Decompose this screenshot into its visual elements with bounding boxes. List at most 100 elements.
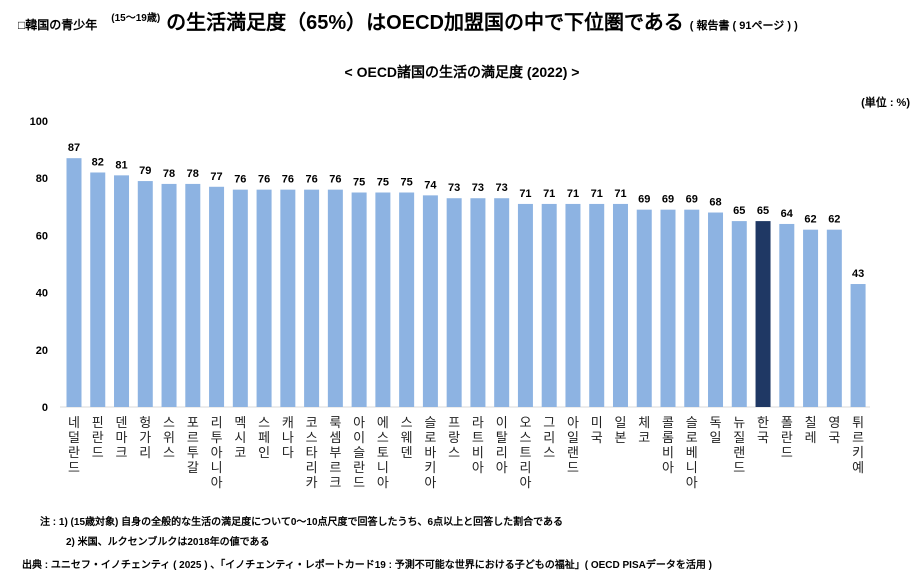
x-tick-label-char: 덴 bbox=[116, 416, 128, 431]
chart-title: < OECD諸国の生活の満足度 (2022) > bbox=[344, 64, 580, 80]
bar bbox=[327, 189, 343, 407]
x-tick-label-char: 투 bbox=[211, 431, 223, 446]
bar bbox=[708, 212, 724, 407]
data-label: 62 bbox=[804, 214, 816, 226]
x-tick-label-char: 트 bbox=[472, 431, 484, 446]
x-tick-label-char: 국 bbox=[757, 431, 769, 446]
data-label: 65 bbox=[733, 205, 745, 217]
data-label: 74 bbox=[424, 179, 437, 191]
x-tick-label-char: 레 bbox=[805, 431, 817, 446]
data-label: 69 bbox=[686, 194, 698, 206]
x-tick-label-char: 스 bbox=[448, 446, 460, 461]
bar bbox=[731, 221, 747, 407]
bar bbox=[494, 198, 510, 407]
x-tick-label-char: 에 bbox=[377, 416, 389, 431]
x-tick-label-char: 비 bbox=[472, 446, 484, 461]
bar bbox=[446, 198, 462, 407]
x-tick-label-char: 스 bbox=[306, 431, 318, 446]
x-tick-label-char: 아 bbox=[496, 461, 508, 476]
x-tick-label-char: 랑 bbox=[448, 431, 460, 446]
x-tick-label-char: 룩 bbox=[329, 416, 341, 431]
x-tick-label-char: 아 bbox=[377, 476, 389, 491]
x-tick-label-char: 일 bbox=[614, 416, 626, 431]
data-label: 62 bbox=[828, 214, 840, 226]
x-tick-label-char: 아 bbox=[662, 461, 674, 476]
bar bbox=[755, 221, 771, 407]
bar bbox=[470, 198, 486, 407]
data-label: 69 bbox=[638, 194, 650, 206]
x-tick-label-char: 국 bbox=[591, 431, 603, 446]
data-label: 71 bbox=[543, 188, 555, 200]
x-tick-label-char: 스 bbox=[163, 416, 175, 431]
x-tick-label-char: 카 bbox=[306, 476, 318, 491]
x-tick-label-char: 미 bbox=[591, 416, 603, 431]
x-tick-label-char: 니 bbox=[211, 461, 223, 476]
x-tick-label-char: 르 bbox=[187, 431, 199, 446]
data-label: 65 bbox=[757, 205, 769, 217]
x-tick-label-char: 이 bbox=[353, 431, 365, 446]
x-tick-label-char: 인 bbox=[258, 446, 270, 461]
x-tick-label-char: 아 bbox=[567, 416, 579, 431]
x-tick-label-char: 탈 bbox=[496, 431, 508, 446]
data-label: 64 bbox=[781, 208, 794, 220]
x-tick-label-char: 폴 bbox=[781, 416, 793, 431]
bar bbox=[137, 181, 153, 407]
x-tick-label-char: 일 bbox=[710, 431, 722, 446]
bar bbox=[541, 203, 557, 407]
x-tick-label-char: 스 bbox=[377, 431, 389, 446]
data-label: 69 bbox=[662, 194, 674, 206]
x-tick-label-char: 롬 bbox=[662, 431, 674, 446]
x-tick-label-char: 예 bbox=[852, 461, 864, 476]
x-tick-label-char: 멕 bbox=[234, 416, 246, 431]
data-label: 75 bbox=[401, 177, 413, 189]
bar bbox=[232, 189, 248, 407]
x-tick-label-char: 덴 bbox=[401, 446, 413, 461]
x-tick-label-char: 베 bbox=[686, 446, 698, 461]
unit-label: (単位 : %) bbox=[861, 97, 910, 109]
x-tick-label-char: 드 bbox=[567, 461, 579, 476]
bar bbox=[399, 192, 415, 407]
x-tick-label-char: 웨 bbox=[401, 431, 413, 446]
y-tick-label: 100 bbox=[30, 116, 48, 128]
data-label: 73 bbox=[472, 182, 484, 194]
x-tick-label-char: 로 bbox=[686, 431, 698, 446]
x-tick-label-char: 시 bbox=[234, 431, 246, 446]
data-label: 79 bbox=[139, 165, 151, 177]
x-tick-label-char: 토 bbox=[377, 446, 389, 461]
x-tick-label-char: 칠 bbox=[805, 416, 817, 431]
x-tick-label-char: 나 bbox=[282, 431, 294, 446]
x-tick-label-char: 독 bbox=[710, 416, 722, 431]
x-tick-label-char: 페 bbox=[258, 431, 270, 446]
y-tick-label: 60 bbox=[36, 230, 48, 242]
y-tick-label: 80 bbox=[36, 173, 48, 185]
x-tick-label-char: 드 bbox=[92, 446, 104, 461]
x-tick-label-char: 코 bbox=[234, 446, 246, 461]
x-tick-label-char: 프 bbox=[448, 416, 460, 431]
data-label: 76 bbox=[329, 174, 341, 186]
x-tick-label-char: 리 bbox=[496, 446, 508, 461]
data-label: 73 bbox=[496, 182, 508, 194]
x-tick-label-char: 바 bbox=[424, 446, 436, 461]
x-tick-label-char: 콜 bbox=[662, 416, 674, 431]
x-tick-label-char: 다 bbox=[282, 446, 294, 461]
x-tick-label-char: 키 bbox=[424, 461, 436, 476]
x-tick-label-char: 캐 bbox=[282, 416, 294, 431]
x-tick-label-char: 아 bbox=[424, 476, 436, 491]
x-tick-label-char: 그 bbox=[543, 416, 555, 431]
x-tick-label-char: 부 bbox=[329, 446, 341, 461]
bar bbox=[256, 189, 272, 407]
x-tick-label-char: 크 bbox=[329, 476, 341, 491]
header-reference: ( 報告書 ( 91ページ ) ) bbox=[689, 20, 798, 32]
x-tick-label-char: 코 bbox=[306, 416, 318, 431]
data-label: 71 bbox=[519, 188, 531, 200]
data-label: 75 bbox=[377, 177, 389, 189]
bar bbox=[636, 209, 652, 407]
x-tick-label-char: 랜 bbox=[567, 446, 579, 461]
y-tick-label: 40 bbox=[36, 288, 48, 300]
bar bbox=[850, 284, 866, 407]
x-tick-label-char: 튀 bbox=[852, 416, 864, 431]
x-tick-label-char: 헝 bbox=[139, 416, 151, 431]
bar bbox=[185, 183, 201, 407]
